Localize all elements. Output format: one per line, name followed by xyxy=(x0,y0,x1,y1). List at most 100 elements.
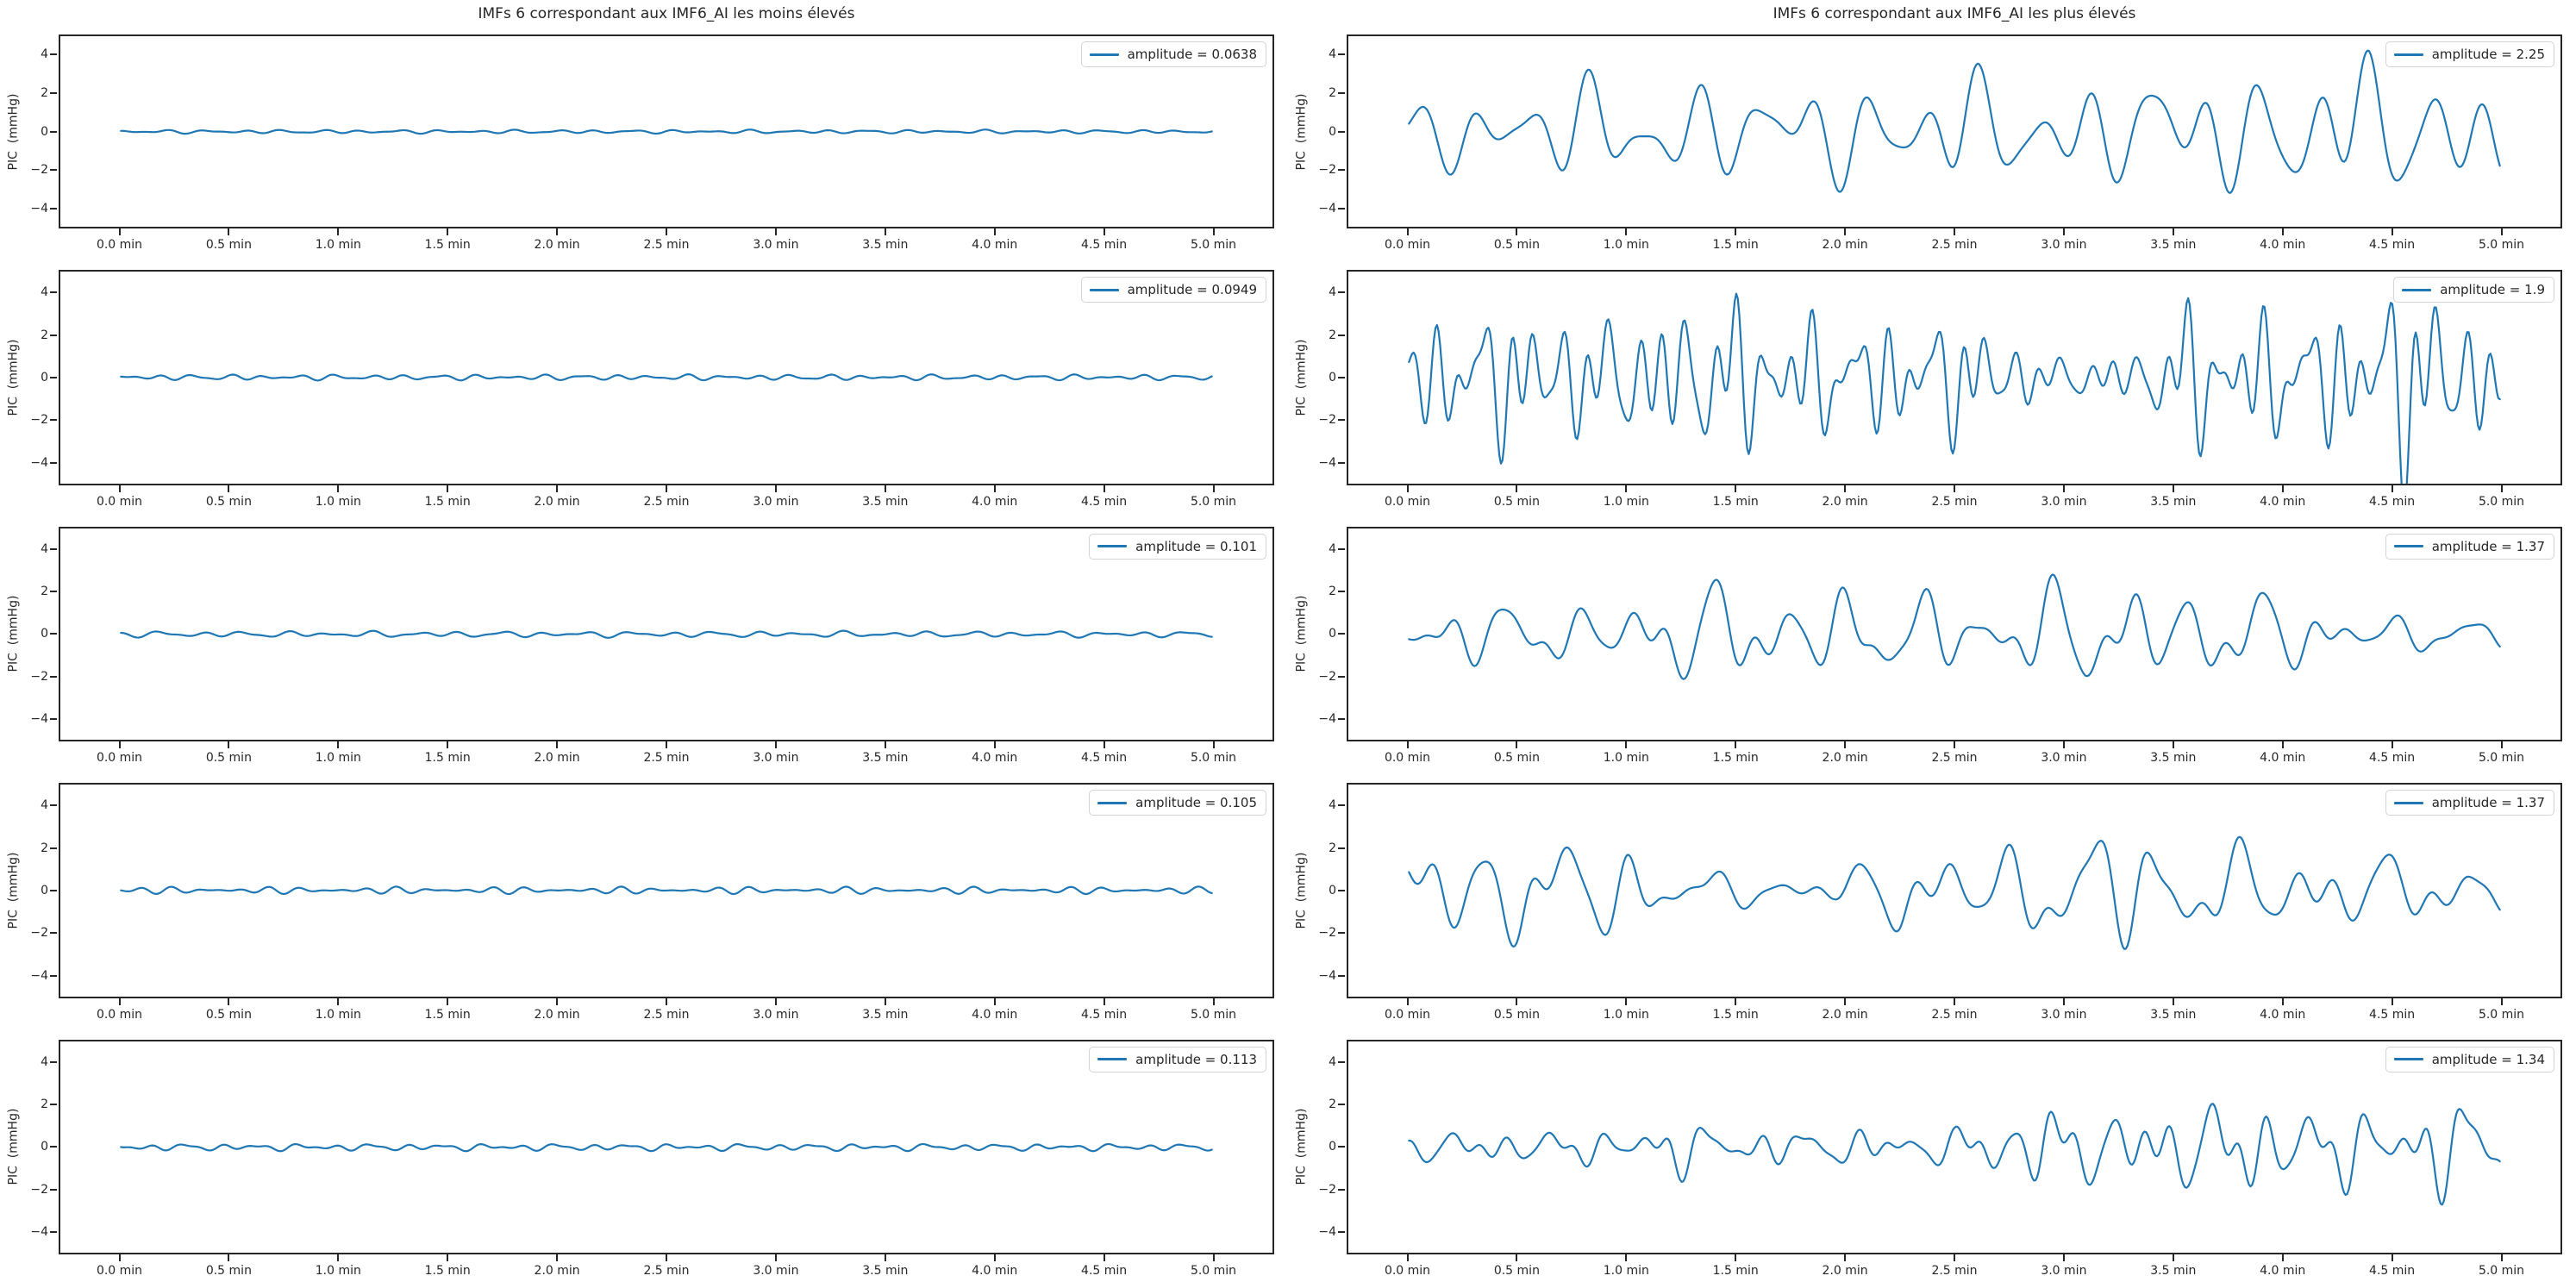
x-tick-label: 1.5 min xyxy=(1712,1263,1759,1278)
y-tick-mark xyxy=(1338,675,1345,678)
y-tick-mark xyxy=(50,377,57,379)
y-tick-mark xyxy=(1338,461,1345,464)
y-tick-mark xyxy=(50,130,57,133)
x-tick-mark xyxy=(1954,741,1955,749)
plot-area: amplitude = 0.113 xyxy=(59,1039,1274,1254)
y-tick-mark xyxy=(1338,207,1345,209)
x-tick-mark xyxy=(228,485,230,492)
x-tick-labels: 0.0 min 0.5 min 1.0 min 1.5 min 2.0 min 2.5 m… xyxy=(1347,751,2562,768)
y-tick-marks xyxy=(1338,1040,1347,1254)
x-tick-mark xyxy=(337,228,340,236)
y-tick-mark xyxy=(50,92,57,95)
x-tick-mark xyxy=(1735,997,1737,1005)
y-tick-mark xyxy=(1338,889,1345,891)
x-tick-marks xyxy=(59,997,1274,1006)
legend-label: amplitude = 2.25 xyxy=(2431,47,2545,62)
y-tick-mark xyxy=(1338,633,1345,635)
y-tick-label: 2 xyxy=(1329,841,1336,855)
y-tick-mark xyxy=(50,291,57,294)
x-tick-label: 4.5 min xyxy=(1081,751,1128,766)
legend-label: amplitude = 0.101 xyxy=(1135,538,1257,554)
subplot: PIC (mmHg) 4 2 0 −2 −4 amplitude = 0.105 0.0… xyxy=(0,769,1288,1025)
x-tick-mark xyxy=(666,741,667,749)
y-tick-mark xyxy=(50,804,57,807)
x-tick-label: 1.0 min xyxy=(1603,1263,1649,1278)
x-tick-mark xyxy=(1406,741,1409,749)
x-tick-label: 5.0 min xyxy=(2478,751,2525,766)
x-tick-label: 3.0 min xyxy=(2041,1007,2087,1022)
x-tick-mark xyxy=(447,997,449,1005)
x-tick-mark xyxy=(774,997,777,1005)
y-tick-marks xyxy=(1338,527,1347,741)
x-tick-mark xyxy=(447,485,449,492)
y-tick-marks xyxy=(1338,783,1347,997)
x-tick-label: 2.5 min xyxy=(643,1263,690,1278)
y-tick-mark xyxy=(50,169,57,172)
x-tick-labels: 0.0 min 0.5 min 1.0 min 1.5 min 2.0 min 2.5 m… xyxy=(1347,1008,2562,1025)
x-tick-labels: 0.0 min 0.5 min 1.0 min 1.5 min 2.0 min 2.5 m… xyxy=(1347,495,2562,512)
x-tick-label: 3.0 min xyxy=(2041,751,2087,766)
x-tick-label: 2.0 min xyxy=(534,494,580,509)
x-tick-label: 3.0 min xyxy=(753,1007,799,1022)
y-tick-mark xyxy=(50,675,57,678)
x-tick-mark xyxy=(2172,228,2174,236)
x-tick-label: 1.5 min xyxy=(1712,1007,1759,1022)
y-tick-label: 4 xyxy=(41,47,48,62)
x-tick-mark xyxy=(884,741,886,749)
x-tick-mark xyxy=(2500,228,2503,236)
x-tick-label: 2.0 min xyxy=(1822,1007,1868,1022)
signal-line xyxy=(1408,573,2501,680)
x-tick-mark xyxy=(1844,997,1847,1005)
x-tick-mark xyxy=(337,485,340,492)
y-tick-label: 0 xyxy=(1329,124,1336,139)
x-tick-label: 4.0 min xyxy=(2260,751,2306,766)
y-tick-mark xyxy=(1338,130,1345,133)
y-tick-label: 0 xyxy=(1329,1140,1336,1154)
y-tick-label: 4 xyxy=(1329,285,1336,300)
y-tick-label: 4 xyxy=(41,541,48,556)
y-tick-labels: 4 2 0 −2 −4 xyxy=(1288,1040,1336,1254)
x-tick-label: 4.5 min xyxy=(1081,238,1128,253)
x-tick-mark xyxy=(1212,485,1215,492)
subplot: PIC (mmHg) 4 2 0 −2 −4 amplitude = 1.34 0.0 … xyxy=(1288,1026,2576,1282)
x-tick-label: 0.5 min xyxy=(1493,1007,1540,1022)
x-tick-mark xyxy=(337,741,340,749)
x-tick-mark xyxy=(2391,1254,2393,1261)
x-tick-mark xyxy=(1516,485,1518,492)
x-tick-marks xyxy=(1347,741,2562,749)
plot-area: amplitude = 0.0949 xyxy=(59,270,1274,485)
y-tick-label: −2 xyxy=(1318,163,1336,178)
y-tick-mark xyxy=(50,932,57,935)
x-tick-marks xyxy=(1347,997,2562,1006)
x-tick-label: 5.0 min xyxy=(2478,238,2525,253)
x-tick-label: 2.0 min xyxy=(1822,1263,1868,1278)
x-tick-labels: 0.0 min 0.5 min 1.0 min 1.5 min 2.0 min 2.5 m… xyxy=(1347,1264,2562,1281)
x-tick-mark xyxy=(2500,997,2503,1005)
legend-label: amplitude = 0.105 xyxy=(1135,795,1257,811)
y-tick-mark xyxy=(50,974,57,977)
legend-label: amplitude = 0.0949 xyxy=(1127,282,1257,298)
legend-label: amplitude = 0.113 xyxy=(1135,1051,1257,1067)
signal-line xyxy=(120,1142,1213,1152)
x-tick-label: 0.5 min xyxy=(1493,1263,1540,1278)
y-tick-mark xyxy=(1338,1146,1345,1148)
x-tick-label: 3.5 min xyxy=(2150,238,2197,253)
y-tick-label: 2 xyxy=(41,1097,48,1111)
x-tick-label: 3.5 min xyxy=(2150,1263,2197,1278)
legend: amplitude = 0.101 xyxy=(1089,533,1266,560)
legend: amplitude = 1.37 xyxy=(2385,533,2554,560)
signal-line xyxy=(120,885,1213,896)
x-tick-label: 1.0 min xyxy=(1603,494,1649,509)
x-tick-mark xyxy=(2281,741,2284,749)
x-tick-label: 3.5 min xyxy=(2150,1007,2197,1022)
x-tick-label: 3.0 min xyxy=(753,751,799,766)
y-tick-mark xyxy=(1338,1060,1345,1063)
x-tick-mark xyxy=(337,1254,340,1261)
x-tick-mark xyxy=(1735,1254,1737,1261)
y-tick-mark xyxy=(50,847,57,849)
x-tick-label: 2.5 min xyxy=(643,494,690,509)
y-tick-mark xyxy=(50,1231,57,1234)
plot-area: amplitude = 0.105 xyxy=(59,783,1274,998)
x-tick-mark xyxy=(1516,741,1518,749)
